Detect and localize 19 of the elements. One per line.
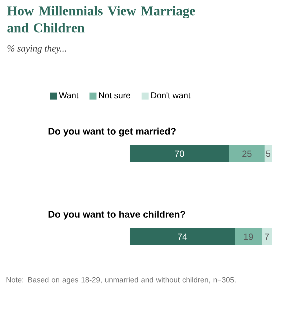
y-tick-label: Do you want to get married?	[48, 128, 176, 137]
data-label: 19	[244, 234, 254, 240]
legend-label: Want	[59, 92, 79, 99]
legend-label: Don't want	[152, 92, 191, 99]
y-tick-label: Do you want to have children?	[48, 210, 186, 220]
bar	[229, 146, 265, 163]
legend-label: Not sure	[99, 92, 130, 99]
data-label: 25	[242, 150, 252, 158]
text: % saying they...	[8, 45, 66, 54]
bar	[262, 228, 272, 246]
data-label: 5	[266, 150, 271, 158]
bar	[130, 228, 236, 246]
data-label: 7	[264, 234, 270, 240]
bar	[130, 146, 230, 163]
bar	[235, 228, 262, 246]
chart-title: How Millennials View Marriage and Children	[7, 6, 196, 33]
data-label: 70	[175, 150, 184, 158]
bar	[264, 146, 272, 163]
data-label: 74	[178, 234, 188, 240]
